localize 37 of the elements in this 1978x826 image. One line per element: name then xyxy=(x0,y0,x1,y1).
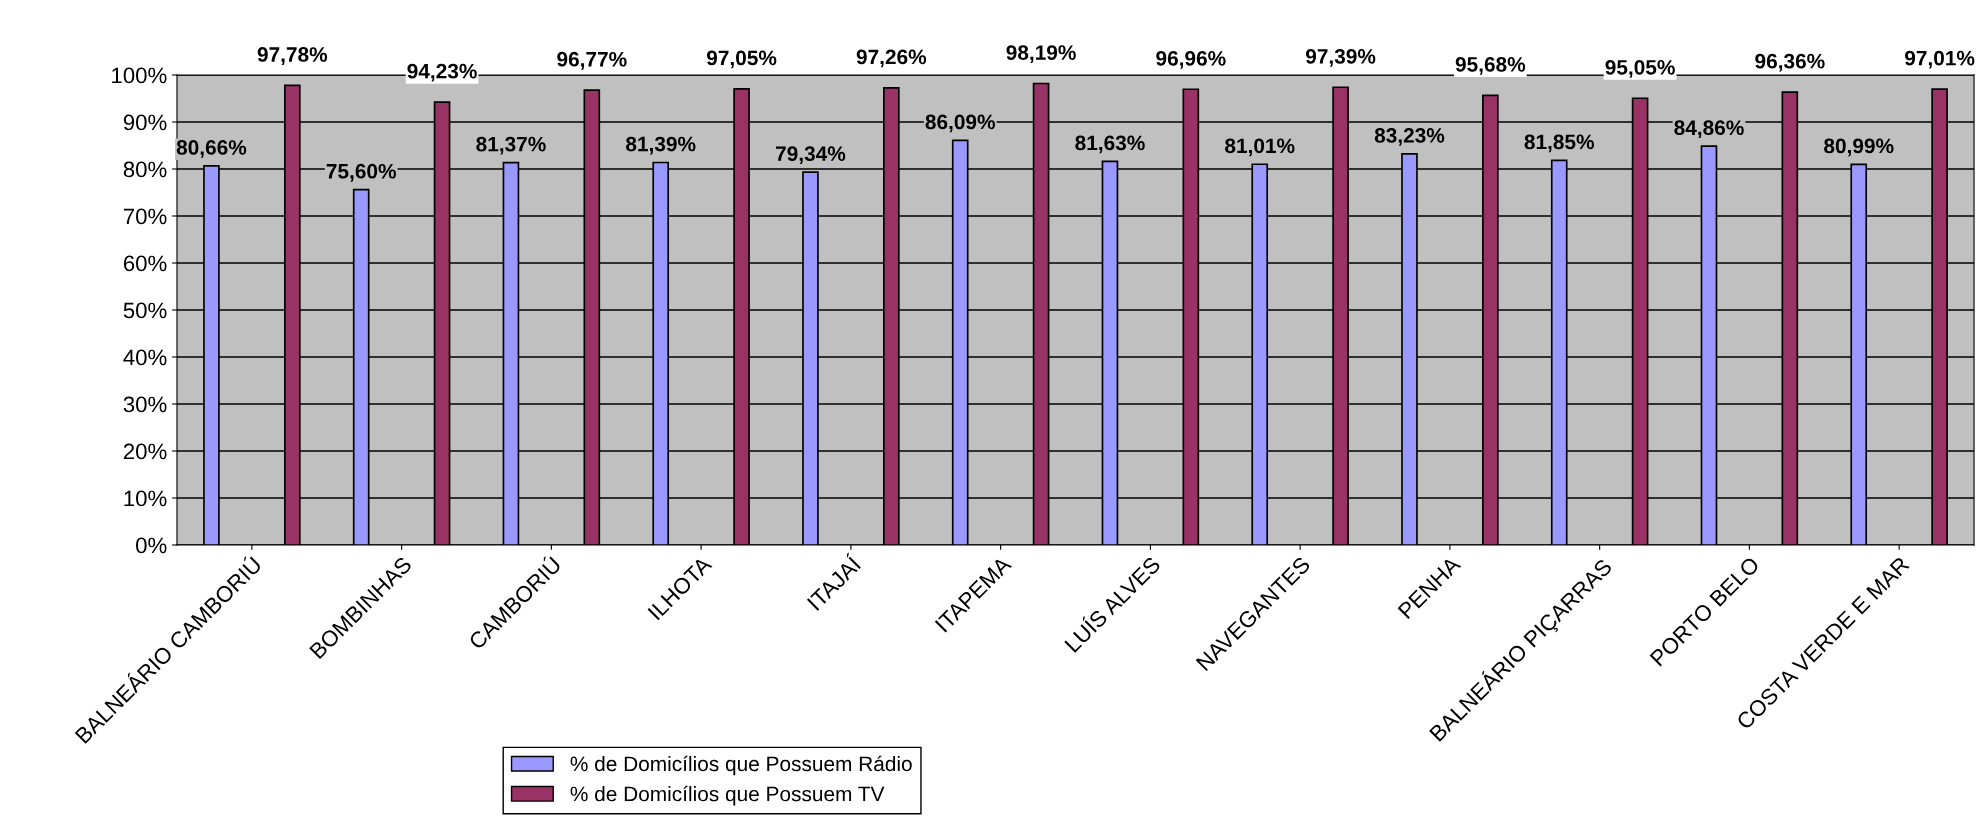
legend-label: % de Domicílios que Possuem TV xyxy=(570,785,885,806)
data-label: 94,23% xyxy=(407,63,477,82)
data-label: 95,05% xyxy=(1605,59,1675,78)
y-tick-label: 80% xyxy=(123,161,167,178)
data-label: 96,77% xyxy=(557,51,627,70)
y-tick-label: 30% xyxy=(123,396,167,413)
data-label: 96,96% xyxy=(1156,50,1226,69)
y-tick-label: 70% xyxy=(123,208,167,225)
y-tick-label: 10% xyxy=(124,490,167,507)
data-label: 97,05% xyxy=(706,50,777,69)
data-label: 80,99% xyxy=(1824,138,1894,157)
y-tick-label: 90% xyxy=(123,114,167,131)
y-tick-label: 50% xyxy=(123,302,167,319)
y-tick-label: 60% xyxy=(123,255,167,272)
data-label: 97,26% xyxy=(856,49,927,68)
y-tick-label: 0% xyxy=(136,537,167,554)
y-tick-label: 20% xyxy=(123,443,167,460)
legend-label: % de Domicílios que Possuem Rádio xyxy=(570,755,912,776)
data-label: 97,78% xyxy=(257,47,328,65)
data-label: 83,23% xyxy=(1374,128,1445,146)
data-label: 79,34% xyxy=(776,146,846,165)
data-label: 81,37% xyxy=(476,136,546,155)
data-label: 81,39% xyxy=(626,136,696,155)
data-label: 81,85% xyxy=(1524,134,1595,153)
data-label: 75,60% xyxy=(326,163,396,182)
y-tick-label: 40% xyxy=(123,349,167,366)
data-label: 98,19% xyxy=(1006,45,1076,63)
data-label: 97,01% xyxy=(1905,50,1975,69)
data-label: 81,01% xyxy=(1225,138,1295,157)
data-label: 80,66% xyxy=(176,140,247,158)
data-label: 97,39% xyxy=(1305,48,1376,67)
data-label: 96,36% xyxy=(1755,53,1825,72)
y-tick-label: 100% xyxy=(112,67,167,84)
data-label: 95,68% xyxy=(1455,56,1526,75)
data-label: 84,86% xyxy=(1674,120,1744,139)
data-label: 81,63% xyxy=(1075,135,1145,154)
data-label: 86,09% xyxy=(925,114,995,133)
